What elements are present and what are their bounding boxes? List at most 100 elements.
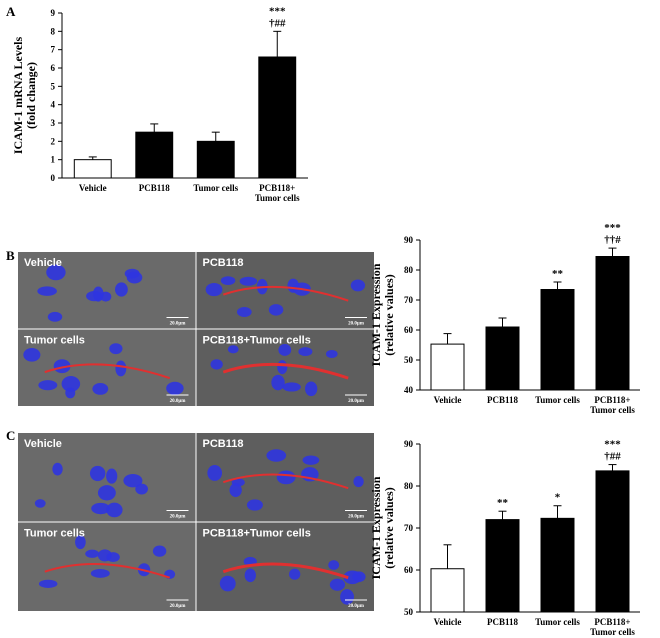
nucleus xyxy=(277,360,288,375)
significance: * xyxy=(555,492,561,504)
y-tick-label: 9 xyxy=(51,8,56,18)
scale-label: 20.0μm xyxy=(170,515,187,520)
y-tick-label: 4 xyxy=(51,100,56,110)
panel-label: B xyxy=(6,248,15,263)
scale-label: 20.0μm xyxy=(170,399,187,404)
icam-stain xyxy=(222,285,349,302)
y-tick-label: 3 xyxy=(51,118,56,128)
significance: ** xyxy=(497,497,509,509)
nucleus xyxy=(91,502,111,515)
bar xyxy=(485,326,520,391)
y-tick-label: 8 xyxy=(51,26,56,36)
bar xyxy=(595,470,630,613)
y-tick-label: 1 xyxy=(51,155,56,165)
nucleus xyxy=(328,560,340,570)
nucleus xyxy=(86,291,103,302)
x-tick-label: PCB118 xyxy=(487,617,519,627)
nucleus xyxy=(47,311,63,322)
bar xyxy=(196,140,235,179)
nucleus xyxy=(75,535,86,550)
nucleus xyxy=(126,271,143,284)
nucleus xyxy=(246,499,263,511)
scale-label: 20.0μm xyxy=(170,322,187,327)
x-tick-label: Tumor cells xyxy=(193,183,238,193)
nucleus xyxy=(115,360,127,377)
nucleus xyxy=(282,382,301,392)
image-label: Tumor cells xyxy=(24,335,85,347)
significance: *** ††# xyxy=(604,222,621,246)
icam-stain xyxy=(44,563,171,579)
y-tick-label: 80 xyxy=(404,265,414,275)
nucleus xyxy=(219,575,236,592)
image-label: PCB118+Tumor cells xyxy=(203,528,311,540)
nucleus xyxy=(38,579,58,588)
nucleus xyxy=(271,374,285,391)
nucleus xyxy=(205,282,223,297)
x-tick-label: PCB118+ Tumor cells xyxy=(590,617,635,637)
icam-stain xyxy=(222,473,349,490)
scale-label: 20.0μm xyxy=(348,604,365,609)
nucleus xyxy=(325,349,338,358)
nucleus xyxy=(109,343,123,355)
significance: *** †## xyxy=(269,5,286,29)
bar xyxy=(135,131,174,179)
y-tick-label: 50 xyxy=(404,607,414,617)
y-tick-label: 80 xyxy=(404,481,414,491)
scale-label: 20.0μm xyxy=(348,322,365,327)
y-tick-label: 7 xyxy=(51,45,56,55)
nucleus xyxy=(38,380,58,391)
bar xyxy=(73,159,112,179)
nucleus xyxy=(266,449,287,462)
y-tick-label: 5 xyxy=(51,81,56,91)
y-axis-label: ICAM-1 Expression(relative values) xyxy=(369,263,396,366)
nucleus xyxy=(106,552,120,563)
nucleus xyxy=(34,499,46,508)
x-tick-label: Vehicle xyxy=(434,617,462,627)
nucleus xyxy=(227,345,239,354)
nucleus xyxy=(65,387,76,399)
x-tick-label: PCB118+ Tumor cells xyxy=(590,395,635,415)
bar xyxy=(540,289,575,391)
nucleus xyxy=(289,568,301,580)
y-axis-label: ICAM-1 mRNA Levels(fold change) xyxy=(11,37,38,155)
y-tick-label: 60 xyxy=(404,325,414,335)
nucleus xyxy=(52,462,63,476)
scale-label: 20.0μm xyxy=(348,515,365,520)
y-tick-label: 90 xyxy=(404,235,414,245)
y-tick-label: 70 xyxy=(404,295,414,305)
nucleus xyxy=(278,344,292,356)
micrograph xyxy=(18,522,196,611)
icam-stain xyxy=(222,362,349,380)
x-tick-label: Vehicle xyxy=(79,183,107,193)
x-tick-label: Tumor cells xyxy=(535,617,580,627)
x-tick-label: PCB118 xyxy=(487,395,519,405)
nucleus xyxy=(352,571,366,583)
image-label: Vehicle xyxy=(24,438,62,450)
y-tick-label: 40 xyxy=(404,385,414,395)
y-tick-label: 0 xyxy=(51,173,56,183)
nucleus xyxy=(85,549,100,558)
x-tick-label: Vehicle xyxy=(434,395,462,405)
micrograph xyxy=(196,252,374,329)
nucleus xyxy=(350,279,366,292)
y-tick-label: 60 xyxy=(404,565,414,575)
nucleus xyxy=(123,473,143,488)
nucleus xyxy=(166,381,184,395)
x-tick-label: PCB118 xyxy=(139,183,171,193)
x-tick-label: Tumor cells xyxy=(535,395,580,405)
micrograph xyxy=(18,329,196,406)
nucleus xyxy=(115,282,128,297)
nucleus xyxy=(229,483,242,498)
bar xyxy=(258,56,297,179)
nucleus xyxy=(239,276,258,286)
bar xyxy=(540,517,575,613)
y-tick-label: 2 xyxy=(51,136,56,146)
bar xyxy=(595,256,630,391)
nucleus xyxy=(276,470,296,485)
image-label: Tumor cells xyxy=(24,528,85,540)
nucleus xyxy=(353,476,364,488)
scale-label: 20.0μm xyxy=(348,399,365,404)
nucleus xyxy=(97,485,116,501)
nucleus xyxy=(61,376,81,392)
